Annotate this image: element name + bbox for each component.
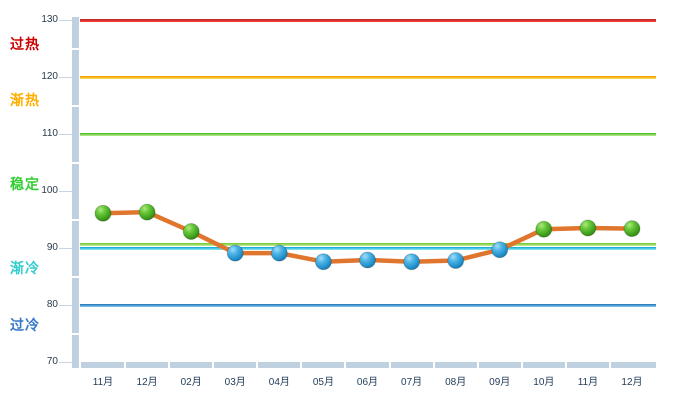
- data-point-12[interactable]: [623, 220, 641, 238]
- data-point-7[interactable]: [403, 253, 421, 271]
- y-axis-band-break: [72, 275, 79, 278]
- y-axis-tick: [59, 19, 72, 21]
- data-point-10[interactable]: [535, 220, 553, 238]
- x-axis-band-break: [256, 362, 259, 368]
- x-axis-label: 12月: [136, 377, 158, 388]
- data-point-1[interactable]: [138, 203, 156, 221]
- y-axis-tick: [59, 133, 72, 135]
- y-axis-tick: [59, 247, 72, 249]
- x-axis-label: 02月: [180, 377, 202, 388]
- y-axis-band-break: [72, 104, 79, 107]
- y-axis-band-break: [72, 332, 79, 335]
- zone-label-stable: 稳定: [10, 175, 40, 192]
- x-axis-label: 09月: [489, 377, 511, 388]
- data-point-3[interactable]: [226, 244, 244, 262]
- threshold-line-warming-boundary: [80, 75, 656, 79]
- threshold-line-stable-lower-boundary: [80, 243, 656, 247]
- y-axis-tick-label: 80: [46, 299, 58, 310]
- threshold-line-overheat-boundary: [80, 18, 656, 22]
- y-axis-tick: [59, 76, 72, 78]
- threshold-line-overcold-boundary: [80, 303, 656, 307]
- data-point-2[interactable]: [182, 223, 200, 240]
- x-axis-band-break: [564, 362, 567, 368]
- data-point-9[interactable]: [491, 241, 509, 259]
- data-point-5[interactable]: [314, 253, 332, 271]
- y-axis-tick-label: 70: [46, 356, 58, 367]
- x-axis-band-break: [344, 362, 347, 368]
- threshold-line-cooling-upper-boundary: [80, 246, 656, 250]
- x-axis-band-break: [212, 362, 215, 368]
- y-axis-band-break: [72, 218, 79, 221]
- data-point-0[interactable]: [94, 204, 112, 222]
- x-axis-band-break: [168, 362, 171, 368]
- x-axis-band-break: [432, 362, 435, 368]
- x-axis-band-break: [476, 362, 479, 368]
- x-axis-band-break: [520, 362, 523, 368]
- x-axis-band-break: [388, 362, 391, 368]
- y-axis-tick-label: 110: [42, 128, 58, 139]
- y-axis-tick: [59, 190, 72, 192]
- x-axis-label: 08月: [445, 377, 467, 388]
- y-axis-tick-label: 90: [46, 242, 58, 253]
- y-axis-tick: [59, 361, 72, 363]
- zone-label-cooling: 渐冷: [10, 259, 40, 276]
- y-axis-tick-label: 120: [41, 71, 58, 82]
- x-axis-label: 05月: [312, 377, 334, 388]
- x-axis-band-break: [300, 362, 303, 368]
- x-axis-label: 12月: [621, 377, 643, 388]
- data-point-6[interactable]: [359, 251, 376, 269]
- zone-label-overcold: 过冷: [10, 316, 40, 333]
- x-axis-band-break: [124, 362, 127, 368]
- data-point-4[interactable]: [270, 244, 288, 262]
- zone-label-warming: 渐热: [10, 92, 40, 109]
- x-axis-label: 03月: [224, 377, 246, 388]
- zone-label-overheat: 过热: [10, 35, 40, 52]
- y-axis-band: [72, 17, 79, 368]
- x-axis-band: [81, 362, 656, 368]
- y-axis-band-break: [72, 47, 79, 50]
- x-axis-label: 06月: [356, 377, 379, 388]
- x-axis-label: 04月: [268, 377, 290, 388]
- y-axis-tick-label: 130: [41, 14, 58, 25]
- data-point-11[interactable]: [579, 219, 597, 237]
- x-axis-label: 07月: [401, 377, 423, 388]
- x-axis-band-break: [608, 362, 611, 368]
- x-axis-label: 10月: [533, 377, 555, 388]
- x-axis-label: 11月: [92, 377, 114, 388]
- y-axis-tick: [59, 304, 72, 306]
- y-axis-band-break: [72, 161, 79, 164]
- data-point-8[interactable]: [447, 252, 465, 269]
- y-axis-tick-label: 100: [41, 185, 58, 196]
- threshold-line-stable-upper-boundary: [80, 132, 656, 136]
- x-axis-label: 11月: [577, 377, 599, 388]
